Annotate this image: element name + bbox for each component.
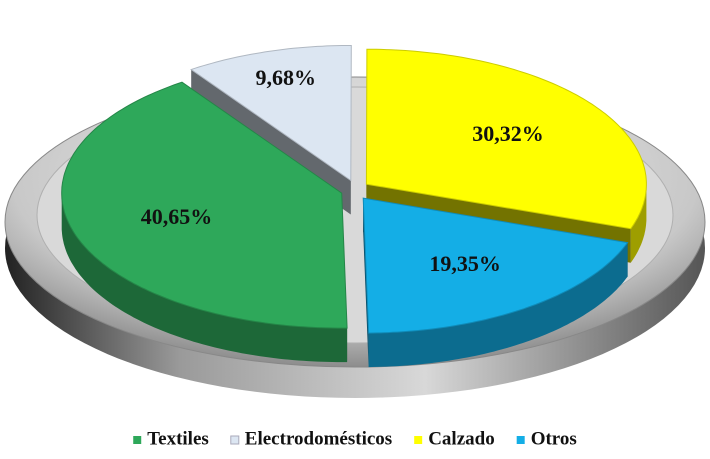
slice: [61, 81, 348, 363]
slice: [362, 197, 629, 368]
slice-side: [630, 182, 647, 263]
legend-label: Electrodomésticos: [245, 428, 392, 449]
legend-swatch: [230, 435, 240, 445]
data-label: 40,65%: [141, 204, 213, 229]
legend-label: Otros: [531, 428, 577, 449]
legend-swatch: [516, 436, 525, 444]
slice-side: [61, 191, 348, 363]
legend-label: Calzado: [428, 428, 495, 449]
slice-top: [362, 197, 629, 334]
data-label: 19,35%: [429, 251, 501, 276]
slice-top: [365, 48, 647, 230]
legend-swatch: [133, 436, 142, 444]
slice-top: [61, 81, 348, 329]
data-label: 9,68%: [256, 65, 317, 90]
pie: 40,65% 9,68% 30,32% 19,35%: [61, 45, 647, 368]
legend: Textiles Electrodomésticos Calzado Otros: [133, 428, 577, 449]
data-label: 30,32%: [472, 121, 544, 146]
legend-swatch: [414, 436, 423, 444]
slice-side: [368, 242, 628, 368]
slice-top: [190, 45, 352, 182]
legend-label: Textiles: [147, 428, 209, 449]
